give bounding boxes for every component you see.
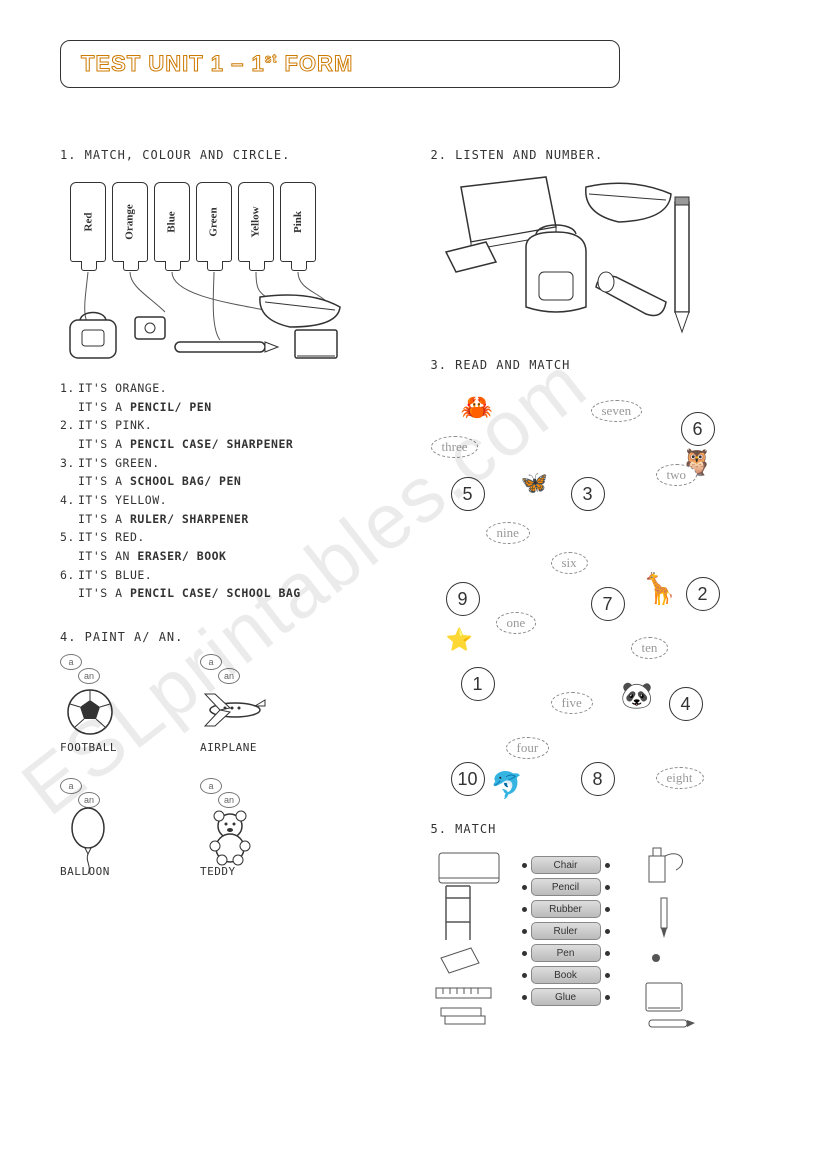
ex1-item-choice: IT'S AN ERASER/ BOOK: [60, 548, 391, 565]
ex1-objects: [60, 172, 360, 362]
critter-icon: 🦀: [461, 392, 493, 423]
bubble-a[interactable]: a: [60, 778, 82, 794]
ex1-item-color: 2.IT'S PINK.: [60, 417, 391, 434]
number-word[interactable]: five: [551, 692, 593, 714]
number-circle[interactable]: 7: [591, 587, 625, 621]
ex4-label: FOOTBALL: [60, 741, 200, 754]
ex1-item-choice: IT'S A PENCIL CASE/ SHARPENER: [60, 436, 391, 453]
match-word[interactable]: Pencil: [531, 878, 601, 896]
ex1-item-color: 1.IT'S ORANGE.: [60, 380, 391, 397]
title-sup: st: [265, 52, 278, 66]
ex1-list: 1.IT'S ORANGE. IT'S A PENCIL/ PEN2.IT'S P…: [60, 380, 391, 602]
critter-icon: 🦋: [521, 470, 548, 496]
match-word[interactable]: Pen: [531, 944, 601, 962]
number-circle[interactable]: 1: [461, 667, 495, 701]
ex4-grid: aanFOOTBALLaanAIRPLANEaanBALLOONaanTEDDY: [60, 654, 391, 878]
match-word[interactable]: Glue: [531, 988, 601, 1006]
number-word[interactable]: six: [551, 552, 588, 574]
ex1-item-choice: IT'S A SCHOOL BAG/ PEN: [60, 473, 391, 490]
ex1-item-choice: IT'S A RULER/ SHARPENER: [60, 511, 391, 528]
left-column: 1. MATCH, COLOUR AND CIRCLE. RedOrangeBl…: [60, 148, 391, 1038]
ex5-area: Chair Pencil Rubber Ruler Pen Book Glue: [431, 848, 711, 1038]
ex1-item-choice: IT'S A PENCIL/ PEN: [60, 399, 391, 416]
ex4-heading: 4. PAINT A/ AN.: [60, 630, 391, 644]
ex1-item-color: 3.IT'S GREEN.: [60, 455, 391, 472]
number-word[interactable]: nine: [486, 522, 530, 544]
match-word[interactable]: Chair: [531, 856, 601, 874]
critter-icon: ⭐: [446, 627, 473, 653]
ex2-image: [431, 172, 711, 342]
ex1-item-color: 4.IT'S YELLOW.: [60, 492, 391, 509]
ex4-label: TEDDY: [200, 865, 340, 878]
number-circle[interactable]: 8: [581, 762, 615, 796]
number-circle[interactable]: 9: [446, 582, 480, 616]
number-circle[interactable]: 4: [669, 687, 703, 721]
number-word[interactable]: ten: [631, 637, 669, 659]
ex4-icon: [60, 806, 120, 861]
right-column: 2. LISTEN AND NUMBER.: [431, 148, 762, 1038]
number-word[interactable]: one: [496, 612, 537, 634]
ex5-heading: 5. MATCH: [431, 822, 762, 836]
ex4-item: aanFOOTBALL: [60, 654, 200, 754]
number-word[interactable]: seven: [591, 400, 643, 422]
ex1-item-color: 5.IT'S RED.: [60, 529, 391, 546]
title-box: TEST UNIT 1 – 1st FORM: [60, 40, 620, 88]
ex4-icon: [200, 806, 260, 861]
ex4-icon: [60, 682, 120, 737]
worksheet-page: TEST UNIT 1 – 1st FORM 1. MATCH, COLOUR …: [0, 0, 821, 1078]
ex2-heading: 2. LISTEN AND NUMBER.: [431, 148, 762, 162]
critter-icon: 🐼: [621, 680, 653, 711]
number-word[interactable]: eight: [656, 767, 704, 789]
bubble-a[interactable]: a: [200, 778, 222, 794]
number-circle[interactable]: 6: [681, 412, 715, 446]
columns: 1. MATCH, COLOUR AND CIRCLE. RedOrangeBl…: [60, 148, 761, 1038]
ex1-item-choice: IT'S A PENCIL CASE/ SCHOOL BAG: [60, 585, 391, 602]
match-word[interactable]: Book: [531, 966, 601, 984]
ex3-heading: 3. READ AND MATCH: [431, 358, 762, 372]
ex3-area: 🦀🦉🦋🦒⭐🐼🐬seventhreetwoninesixonetenfivefou…: [431, 392, 762, 822]
number-circle[interactable]: 10: [451, 762, 485, 796]
ex4-icon: [200, 682, 260, 737]
ex1-item-color: 6.IT'S BLUE.: [60, 567, 391, 584]
title-tail: FORM: [277, 51, 353, 76]
ex1-image: RedOrangeBlueGreenYellowPink: [60, 172, 360, 362]
number-circle[interactable]: 5: [451, 477, 485, 511]
critter-icon: 🦒: [641, 572, 678, 607]
ex4-label: AIRPLANE: [200, 741, 340, 754]
ex4-item: aanTEDDY: [200, 778, 340, 878]
number-circle[interactable]: 3: [571, 477, 605, 511]
number-word[interactable]: four: [506, 737, 550, 759]
page-title: TEST UNIT 1 – 1st FORM: [81, 51, 353, 76]
title-main: TEST UNIT 1 – 1: [81, 51, 265, 76]
ex1-heading: 1. MATCH, COLOUR AND CIRCLE.: [60, 148, 391, 162]
number-circle[interactable]: 2: [686, 577, 720, 611]
critter-icon: 🐬: [491, 770, 523, 801]
number-word[interactable]: two: [656, 464, 698, 486]
bubble-a[interactable]: a: [200, 654, 222, 670]
bubble-a[interactable]: a: [60, 654, 82, 670]
match-word[interactable]: Ruler: [531, 922, 601, 940]
match-word[interactable]: Rubber: [531, 900, 601, 918]
ex4-item: aanAIRPLANE: [200, 654, 340, 754]
number-word[interactable]: three: [431, 436, 479, 458]
ex4-item: aanBALLOON: [60, 778, 200, 878]
ex4: 4. PAINT A/ AN. aanFOOTBALLaanAIRPLANEaa…: [60, 630, 391, 878]
